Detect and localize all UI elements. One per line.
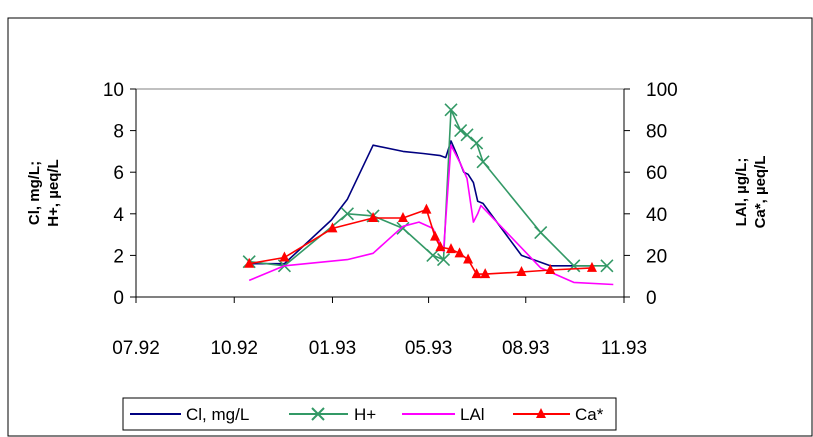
chart-frame [7, 17, 813, 437]
data-point-ca [421, 203, 432, 214]
series-line-lal [248, 144, 614, 286]
data-point-ca [429, 230, 440, 241]
x-tick-label: 05.93 [405, 338, 453, 359]
left-axis-title-line1: Cl, mg/L; [26, 161, 43, 225]
legend-label-lal: LAl [460, 405, 485, 424]
data-point-h [426, 248, 440, 262]
left-y-tick-label: 0 [113, 288, 124, 309]
data-point-ca [397, 211, 408, 222]
data-point-ca [463, 253, 474, 264]
right-y-tick-label: 100 [646, 80, 678, 101]
data-point-ca [435, 241, 446, 252]
left-y-tick-label: 2 [113, 246, 124, 267]
data-point-h [436, 252, 451, 267]
series-line-ca [249, 208, 593, 275]
data-point-h [444, 103, 458, 117]
axis-ticks: 07.92 10.92 01.93 05.93 08.93 11.930246810020… [103, 80, 678, 359]
data-point-h [600, 259, 614, 273]
data-point-h [460, 128, 474, 142]
data-point-h [340, 207, 354, 221]
data-point-ca [480, 268, 491, 279]
data-point-h [534, 225, 548, 240]
right-y-tick-label: 20 [646, 246, 667, 267]
data-point-ca [516, 266, 527, 277]
data-point-ca [446, 243, 457, 254]
x-tick-label: 11.93 [601, 338, 647, 359]
right-axis-title-line1: LAl, µg/L; [733, 158, 750, 227]
data-point-ca [327, 222, 338, 233]
data-point-ca [471, 268, 482, 279]
x-tick-label: 07.92 [112, 338, 160, 359]
data-point-ca [244, 257, 255, 268]
legend-label-h: H+ [354, 405, 376, 424]
right-y-tick-label: 0 [646, 288, 657, 309]
left-y-tick-label: 6 [113, 163, 124, 184]
left-y-tick-label: 10 [103, 80, 124, 101]
data-point-ca [279, 251, 290, 262]
right-y-tick-label: 60 [646, 163, 667, 184]
x-tick-label: 10.92 [210, 338, 258, 359]
x-tick-label: 01.93 [309, 338, 357, 359]
legend-marker-ca [536, 408, 546, 418]
data-point-ca [545, 263, 556, 274]
data-series [242, 103, 614, 286]
left-y-tick-label: 8 [113, 122, 124, 143]
right-axis-title-line2: Ca*, µeq/L [752, 156, 769, 229]
right-y-tick-label: 80 [646, 122, 667, 143]
legend-marker-h [311, 407, 325, 421]
data-point-ca [368, 211, 379, 222]
left-axis-title-line2: H+, µeq/L [45, 159, 62, 226]
legend-label-ca: Ca* [575, 405, 604, 424]
data-point-h [396, 221, 410, 235]
x-tick-label: 08.93 [502, 338, 550, 359]
right-y-tick-label: 40 [646, 205, 667, 226]
series-line-cl-mg-l [249, 140, 590, 267]
data-point-h [454, 124, 468, 138]
legend-label-cl: Cl, mg/L [186, 405, 249, 424]
data-point-h [476, 155, 490, 169]
data-point-h [470, 136, 484, 150]
data-point-ca [454, 247, 465, 258]
data-point-ca [586, 261, 597, 272]
left-y-tick-label: 4 [113, 205, 124, 226]
legend: Cl, mg/L H+ LAl Ca* [122, 397, 617, 431]
